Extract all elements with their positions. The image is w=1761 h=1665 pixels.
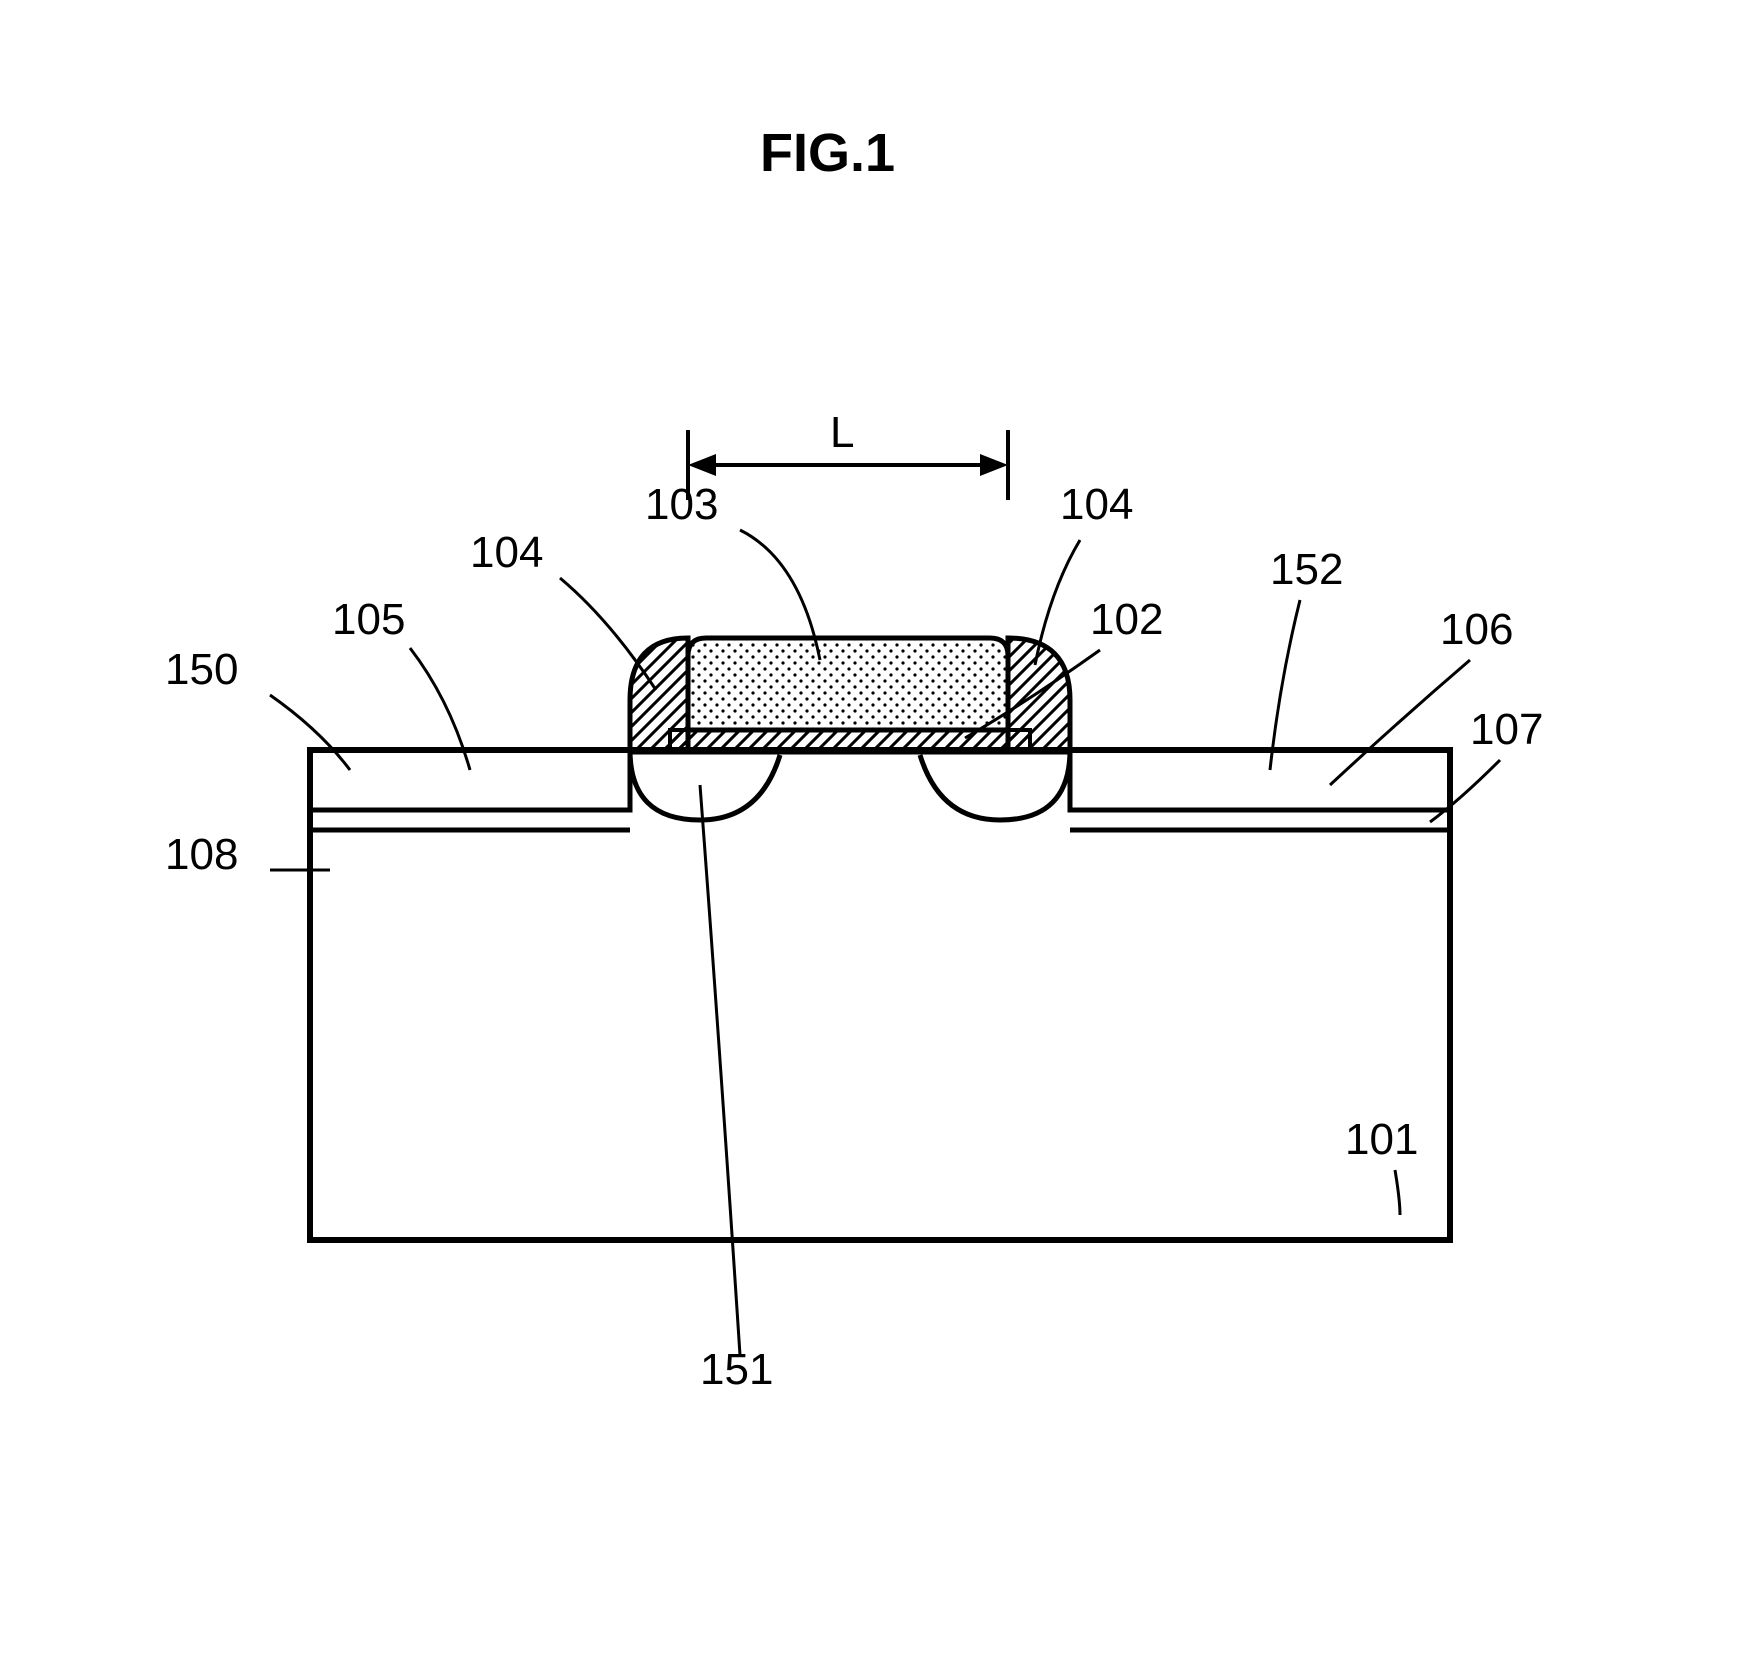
source-drain-left-105 [310, 750, 630, 810]
substrate-101 [310, 750, 1450, 1240]
source-drain-right-106 [1070, 750, 1450, 810]
label-151: 151 [700, 1345, 773, 1395]
label-107: 107 [1470, 705, 1543, 755]
spacer-right-104 [1008, 638, 1070, 752]
leader-152 [1270, 600, 1300, 770]
label-150: 150 [165, 645, 238, 695]
dim-arrow-left [688, 454, 716, 476]
gate-oxide-102 [670, 730, 1030, 752]
spacer-left-104 [630, 638, 688, 752]
label-101: 101 [1345, 1115, 1418, 1165]
label-152: 152 [1270, 545, 1343, 595]
label-104-right: 104 [1060, 480, 1133, 530]
label-108: 108 [165, 830, 238, 880]
label-103: 103 [645, 480, 718, 530]
extension-right-curve [920, 750, 1070, 820]
label-102: 102 [1090, 595, 1163, 645]
leader-107 [1430, 760, 1500, 822]
label-104-left: 104 [470, 528, 543, 578]
dimension-label-L: L [830, 408, 854, 458]
gate-electrode-103 [688, 638, 1008, 730]
extension-left-curve [630, 750, 780, 820]
leader-101 [1395, 1170, 1400, 1215]
label-105: 105 [332, 595, 405, 645]
label-106: 106 [1440, 605, 1513, 655]
leader-151 [700, 785, 740, 1355]
transistor-cross-section [0, 0, 1761, 1665]
dim-arrow-right [980, 454, 1008, 476]
